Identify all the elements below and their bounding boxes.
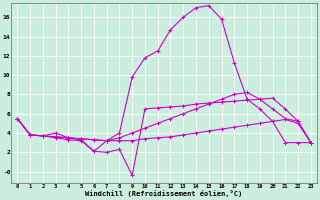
X-axis label: Windchill (Refroidissement éolien,°C): Windchill (Refroidissement éolien,°C) [85, 190, 243, 197]
